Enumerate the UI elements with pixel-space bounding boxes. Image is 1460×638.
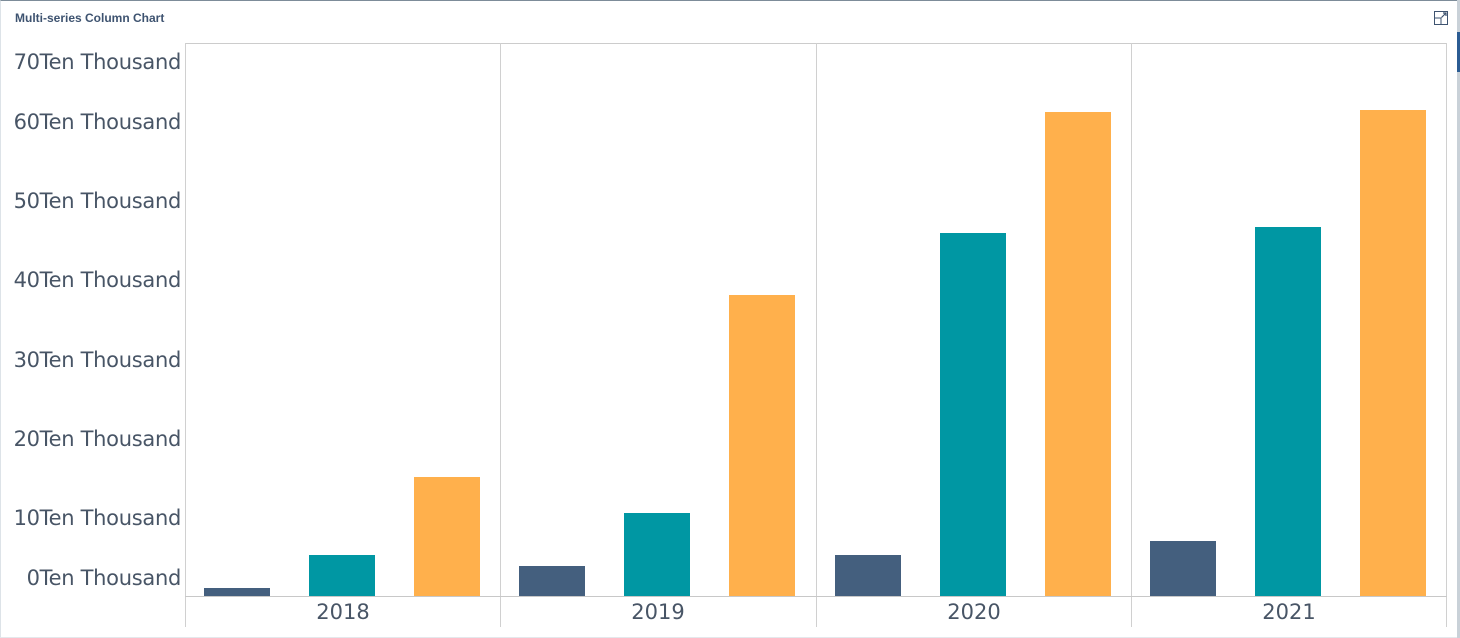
bar-2021-series-1[interactable] xyxy=(1150,541,1216,596)
bar-2020-series-2[interactable] xyxy=(940,233,1006,596)
bar-2018-series-1[interactable] xyxy=(204,588,270,596)
x-axis-line xyxy=(185,596,1447,597)
bar-2018-series-2[interactable] xyxy=(309,555,375,596)
bar-2020-series-1[interactable] xyxy=(835,555,901,596)
category-divider xyxy=(816,43,817,627)
category-divider xyxy=(1131,43,1132,627)
y-tick-label: 50Ten Thousand xyxy=(13,189,182,213)
category-divider xyxy=(500,43,501,627)
y-tick-label: 0Ten Thousand xyxy=(26,566,182,590)
y-tick-label: 70Ten Thousand xyxy=(13,50,182,74)
x-tick-label: 2021 xyxy=(1262,600,1316,624)
window-edge xyxy=(1457,0,1460,638)
category-divider xyxy=(1446,43,1447,627)
x-tick-label: 2020 xyxy=(947,600,1001,624)
y-tick-label: 60Ten Thousand xyxy=(13,110,182,134)
y-tick-label: 20Ten Thousand xyxy=(13,427,182,451)
window-edge-accent xyxy=(1457,32,1460,72)
chart-title: Multi-series Column Chart xyxy=(15,11,165,25)
y-tick-label: 10Ten Thousand xyxy=(13,506,182,530)
expand-icon xyxy=(1434,11,1448,25)
y-tick-label: 30Ten Thousand xyxy=(13,348,182,372)
bar-2019-series-3[interactable] xyxy=(729,295,795,596)
x-tick-label: 2018 xyxy=(316,600,370,624)
bar-2021-series-3[interactable] xyxy=(1360,110,1426,596)
category-divider xyxy=(185,43,186,627)
bar-2020-series-3[interactable] xyxy=(1045,112,1111,596)
bar-2019-series-2[interactable] xyxy=(624,513,690,596)
bar-2021-series-2[interactable] xyxy=(1255,227,1321,596)
x-tick-label: 2019 xyxy=(631,600,685,624)
expand-button[interactable] xyxy=(1434,10,1448,25)
bar-2019-series-1[interactable] xyxy=(519,566,585,596)
y-tick-label: 40Ten Thousand xyxy=(13,268,182,292)
bar-2018-series-3[interactable] xyxy=(414,477,480,596)
